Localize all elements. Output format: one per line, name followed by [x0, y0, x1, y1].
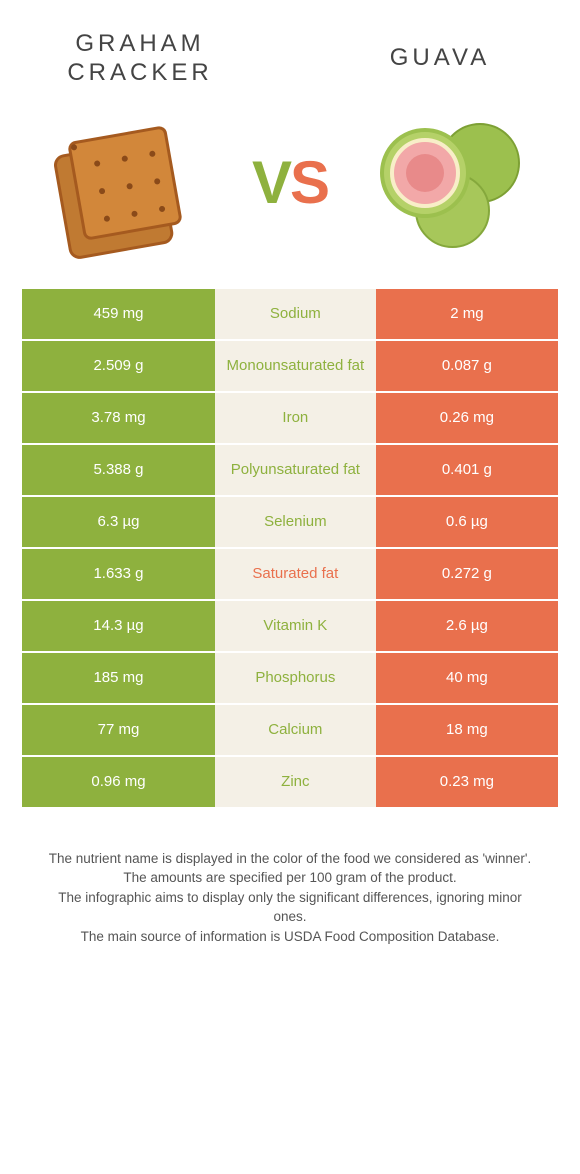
table-row: 77 mgCalcium18 mg: [22, 705, 558, 757]
right-value: 18 mg: [376, 705, 558, 755]
right-food-title: GUAVA: [340, 44, 540, 73]
left-value: 185 mg: [22, 653, 215, 703]
nutrient-label: Phosphorus: [215, 653, 376, 703]
left-value: 1.633 g: [22, 549, 215, 599]
nutrient-label: Iron: [215, 393, 376, 443]
table-row: 185 mgPhosphorus40 mg: [22, 653, 558, 705]
right-value: 2.6 µg: [376, 601, 558, 651]
left-value: 14.3 µg: [22, 601, 215, 651]
table-row: 6.3 µgSelenium0.6 µg: [22, 497, 558, 549]
left-value: 0.96 mg: [22, 757, 215, 807]
graham-cracker-icon: [40, 108, 210, 258]
comparison-table: 459 mgSodium2 mg2.509 gMonounsaturated f…: [22, 288, 558, 809]
right-value: 0.23 mg: [376, 757, 558, 807]
table-row: 5.388 gPolyunsaturated fat0.401 g: [22, 445, 558, 497]
footer-line: The main source of information is USDA F…: [40, 927, 540, 947]
table-row: 14.3 µgVitamin K2.6 µg: [22, 601, 558, 653]
nutrient-label: Zinc: [215, 757, 376, 807]
guava-icon: [370, 108, 540, 258]
image-row: VS: [0, 98, 580, 278]
table-row: 459 mgSodium2 mg: [22, 289, 558, 341]
left-value: 2.509 g: [22, 341, 215, 391]
left-value: 77 mg: [22, 705, 215, 755]
left-value: 6.3 µg: [22, 497, 215, 547]
right-value: 40 mg: [376, 653, 558, 703]
right-value: 0.401 g: [376, 445, 558, 495]
table-row: 0.96 mgZinc0.23 mg: [22, 757, 558, 809]
nutrient-label: Vitamin K: [215, 601, 376, 651]
footer-notes: The nutrient name is displayed in the co…: [0, 809, 580, 947]
table-row: 2.509 gMonounsaturated fat0.087 g: [22, 341, 558, 393]
header: GRAHAM CRACKER GUAVA: [0, 0, 580, 98]
left-value: 3.78 mg: [22, 393, 215, 443]
vs-v: V: [252, 148, 290, 217]
right-value: 0.6 µg: [376, 497, 558, 547]
footer-line: The infographic aims to display only the…: [40, 888, 540, 927]
nutrient-label: Selenium: [215, 497, 376, 547]
right-value: 0.26 mg: [376, 393, 558, 443]
table-row: 1.633 gSaturated fat0.272 g: [22, 549, 558, 601]
left-value: 459 mg: [22, 289, 215, 339]
vs-s: S: [290, 148, 328, 217]
right-value: 0.087 g: [376, 341, 558, 391]
left-food-title: GRAHAM CRACKER: [40, 30, 240, 88]
left-value: 5.388 g: [22, 445, 215, 495]
nutrient-label: Saturated fat: [215, 549, 376, 599]
nutrient-label: Sodium: [215, 289, 376, 339]
right-value: 2 mg: [376, 289, 558, 339]
vs-label: VS: [252, 148, 328, 217]
nutrient-label: Monounsaturated fat: [215, 341, 376, 391]
footer-line: The amounts are specified per 100 gram o…: [40, 868, 540, 888]
footer-line: The nutrient name is displayed in the co…: [40, 849, 540, 869]
nutrient-label: Calcium: [215, 705, 376, 755]
table-row: 3.78 mgIron0.26 mg: [22, 393, 558, 445]
nutrient-label: Polyunsaturated fat: [215, 445, 376, 495]
right-value: 0.272 g: [376, 549, 558, 599]
